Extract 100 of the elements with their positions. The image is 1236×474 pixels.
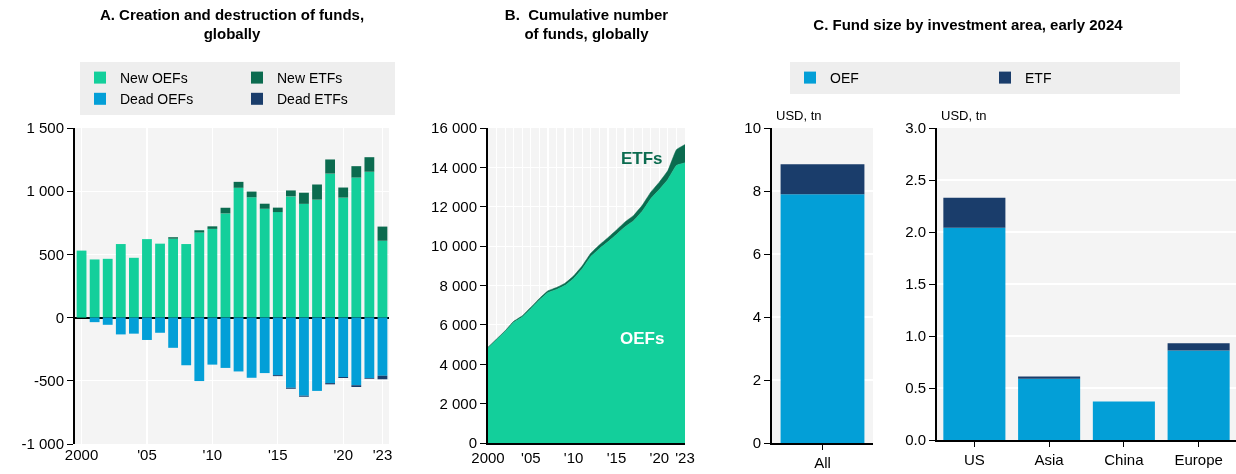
bar [285,190,296,197]
bar [1167,343,1230,351]
x-tick-label: '15 [606,449,627,466]
bar [259,203,270,209]
x-tick-label: '23 [675,449,695,466]
series-label: OEFs [620,329,665,348]
bar [194,317,205,382]
bar [364,317,375,379]
bar [943,227,1006,440]
text: C. Fund size by investment area, early 2024 [813,16,1124,33]
bar [325,317,336,384]
y-tick-label: 2.5 [905,171,926,189]
bar [1167,350,1230,440]
bar [943,197,1006,228]
bar [102,317,113,325]
bar [115,244,126,318]
bar [338,317,349,378]
bar [351,166,362,178]
y-tick-label: 8 000 [439,276,477,294]
bar [142,317,152,340]
legend-label: OEF [830,70,859,87]
y-tick-label: 6 [752,245,761,263]
x-tick-label: Asia [1034,451,1065,468]
bar [259,317,270,374]
bar [312,317,322,391]
x-tick-label: '05 [521,449,541,466]
bar [377,226,388,241]
bar [1018,376,1081,379]
bar [325,159,336,174]
bar [142,239,152,318]
y-tick-label: 1 000 [26,182,64,200]
bar [364,171,375,318]
bar [128,257,139,318]
x-tick-label: Europe [1174,451,1223,468]
y-tick-label: 1.0 [905,327,926,345]
y-axis-title: USD, tn [941,108,987,123]
series-label: ETFs [621,149,663,168]
y-tick-label: 0 [752,434,761,452]
bar [168,317,179,348]
y-tick-label: 0 [468,434,477,452]
bar [207,317,218,365]
x-tick-label: '20 [333,446,353,463]
bar [155,317,165,333]
bar [351,177,362,318]
bar [285,317,296,388]
bar [207,228,218,318]
y-tick-label: 8 [752,182,761,200]
bar [194,230,205,233]
bar [246,317,257,378]
x-tick-label: '10 [202,446,223,463]
bar [233,317,244,372]
chart-title: B. Cumulative number of funds, globally [504,5,669,42]
x-tick-label: '20 [649,449,670,466]
y-tick-label: 0.5 [905,379,926,397]
x-tick-label: 2000 [64,446,99,463]
bar [207,226,218,229]
y-tick-label: 1 500 [26,119,64,137]
legend-label: Dead ETFs [277,91,348,108]
bar [155,243,165,318]
x-tick-label: '23 [372,446,393,463]
y-tick-label: 2.0 [905,223,926,241]
bar [364,157,375,172]
bar [299,192,309,204]
y-tick-label: -1 000 [21,435,64,453]
y-tick-label: 4 [752,308,761,326]
y-tick-label: 1.5 [905,275,926,293]
bar [312,184,322,200]
y-tick-label: 3.0 [905,119,926,137]
bar [115,317,126,335]
y-tick-label: 2 000 [439,394,477,412]
y-tick-label: 12 000 [431,198,477,215]
bar [299,203,309,318]
chart-title: A. Creation and destruction of funds, globally [99,5,365,42]
legend-label: Dead OEFs [120,91,194,108]
bar [1092,401,1155,440]
bar [272,207,283,213]
bar [259,208,270,318]
x-tick-label: US [963,451,985,468]
bar [181,317,192,366]
bar [76,250,87,318]
y-tick-label: 2 [752,371,761,389]
bar [233,187,244,318]
bar [312,199,322,318]
y-tick-label: 10 000 [431,237,477,255]
bar [246,197,257,318]
bar [233,181,244,188]
x-tick-label: China [1104,451,1145,468]
y-tick-label: 0.0 [905,431,926,449]
bar [102,258,113,318]
y-tick-label: 0 [55,308,64,326]
bar [377,317,388,376]
bar [272,317,283,376]
x-tick-label: 2000 [471,449,505,466]
y-axis-title: USD, tn [776,108,822,123]
bar [351,317,362,386]
bar [338,187,349,198]
y-tick-label: 14 000 [431,158,477,176]
y-tick-label: -500 [33,372,64,390]
y-tick-label: 500 [38,245,64,263]
legend-label: ETF [1025,70,1052,87]
